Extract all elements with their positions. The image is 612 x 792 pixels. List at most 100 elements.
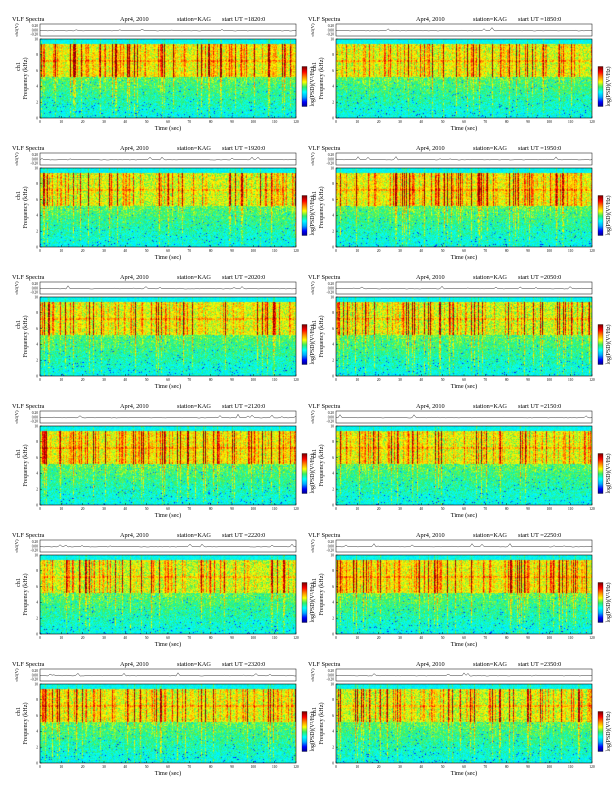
time-axis-label: Time (sec) <box>451 383 477 390</box>
colorbar <box>598 582 603 623</box>
ch1-axis-label: ch1(V) <box>310 281 315 294</box>
time-tick-label: 60 <box>462 507 466 511</box>
time-tick-label: 20 <box>81 636 85 640</box>
time-tick-label: 60 <box>462 765 466 769</box>
time-tick-label: 0 <box>39 249 41 253</box>
ch1-tick-label: 0.00 <box>328 157 334 161</box>
frequency-tick-label: 10 <box>34 553 38 557</box>
ch1-tick-label: -0.20 <box>327 162 335 166</box>
spectrogram-image <box>336 426 592 505</box>
panel-date: Apr4, 2010 <box>120 532 149 539</box>
time-tick-label: 60 <box>166 378 170 382</box>
frequency-tick-label: 2 <box>36 617 38 621</box>
time-tick-label: 90 <box>526 120 530 124</box>
ch1-tick-label: 0.20 <box>328 24 334 28</box>
time-tick-label: 10 <box>60 507 64 511</box>
ch1-tick-label: -0.20 <box>327 420 335 424</box>
frequency-tick-label: 0 <box>332 374 334 378</box>
time-tick-label: 60 <box>166 636 170 640</box>
time-tick-label: 60 <box>462 636 466 640</box>
time-tick-label: 110 <box>272 249 277 253</box>
time-tick-label: 10 <box>60 120 64 124</box>
time-tick-label: 10 <box>356 120 360 124</box>
spectrogram-panel: VLF Spectra Apr4, 2010 station=KAG start UT… <box>308 145 612 261</box>
time-tick-label: 30 <box>102 378 106 382</box>
time-tick-label: 50 <box>441 120 445 124</box>
colorbar-frame <box>597 66 604 107</box>
channel-label: ch1 <box>15 62 22 71</box>
spectrogram-panel: VLF Spectra Apr4, 2010 station=KAG start UT… <box>12 145 316 261</box>
time-tick-label: 110 <box>272 507 277 511</box>
time-tick-label: 20 <box>377 636 381 640</box>
frequency-tick-label: 8 <box>36 311 38 315</box>
time-tick-label: 90 <box>230 636 234 640</box>
colorbar-label: log(PSD)(V²/Hz) <box>309 195 316 235</box>
channel-label: ch1 <box>311 449 318 458</box>
ch1-tick-label: 0.00 <box>32 544 38 548</box>
time-tick-label: 70 <box>484 249 488 253</box>
panel-start-time: start UT =2320:0 <box>222 661 265 668</box>
frequency-axis-label: Frequency (kHz) <box>318 57 325 99</box>
ch1-axis-label: ch1(V) <box>14 668 19 681</box>
colorbar-label: log(PSD)(V²/Hz) <box>605 582 612 622</box>
spectrogram-image <box>40 684 296 763</box>
frequency-tick-label: 2 <box>332 746 334 750</box>
time-tick-label: 10 <box>60 765 64 769</box>
time-tick-label: 40 <box>124 378 128 382</box>
time-tick-label: 70 <box>484 378 488 382</box>
panel-station: station=KAG <box>473 661 507 668</box>
time-tick-label: 90 <box>230 378 234 382</box>
panel-date: Apr4, 2010 <box>416 403 445 410</box>
time-tick-label: 80 <box>505 507 509 511</box>
time-tick-label: 80 <box>209 249 213 253</box>
frequency-tick-label: 6 <box>36 69 38 73</box>
frequency-tick-label: 4 <box>36 730 38 734</box>
frequency-tick-label: 4 <box>332 85 334 89</box>
time-tick-label: 90 <box>230 249 234 253</box>
colorbar-frame <box>597 582 604 623</box>
ch1-tick-label: 0.20 <box>32 540 38 544</box>
channel-label: ch1 <box>15 578 22 587</box>
colorbar-frame <box>597 324 604 365</box>
panel-station: station=KAG <box>473 145 507 152</box>
time-tick-label: 30 <box>102 507 106 511</box>
panel-station: station=KAG <box>177 274 211 281</box>
frequency-tick-label: 10 <box>330 424 334 428</box>
time-tick-label: 0 <box>335 378 337 382</box>
ch1-axis-label: ch1(V) <box>310 539 315 552</box>
frequency-tick-label: 0 <box>36 632 38 636</box>
frequency-tick-label: 4 <box>332 472 334 476</box>
time-tick-label: 70 <box>484 765 488 769</box>
panel-date: Apr4, 2010 <box>416 532 445 539</box>
ch1-trace-frame <box>39 281 297 295</box>
frequency-axis-label: Frequency (kHz) <box>318 315 325 357</box>
time-axis-label: Time (sec) <box>451 512 477 519</box>
frequency-tick-label: 6 <box>332 198 334 202</box>
spectrogram-image <box>40 555 296 634</box>
time-tick-label: 100 <box>251 765 257 769</box>
colorbar-frame <box>597 711 604 752</box>
frequency-tick-label: 4 <box>332 730 334 734</box>
channel-label: ch1 <box>311 320 318 329</box>
colorbar <box>302 711 307 752</box>
time-tick-label: 100 <box>547 249 553 253</box>
frequency-tick-label: 10 <box>34 424 38 428</box>
time-tick-label: 20 <box>377 249 381 253</box>
panel-station: station=KAG <box>473 16 507 23</box>
ch1-axis-label: ch1(V) <box>14 539 19 552</box>
ch1-trace-frame <box>335 539 593 553</box>
spectrogram-panel: VLF Spectra Apr4, 2010 station=KAG start UT… <box>12 16 316 132</box>
ch1-tick-label: -0.20 <box>31 162 39 166</box>
panel-station: station=KAG <box>473 274 507 281</box>
time-tick-label: 40 <box>124 507 128 511</box>
panel-station: station=KAG <box>177 532 211 539</box>
frequency-tick-label: 4 <box>36 472 38 476</box>
time-tick-label: 120 <box>293 636 299 640</box>
time-tick-label: 0 <box>39 378 41 382</box>
time-tick-label: 120 <box>293 378 299 382</box>
panel-start-time: start UT =2150:0 <box>518 403 561 410</box>
panel-date: Apr4, 2010 <box>120 274 149 281</box>
frequency-tick-label: 10 <box>34 166 38 170</box>
panel-start-time: start UT =2120:0 <box>222 403 265 410</box>
frequency-tick-label: 4 <box>36 214 38 218</box>
